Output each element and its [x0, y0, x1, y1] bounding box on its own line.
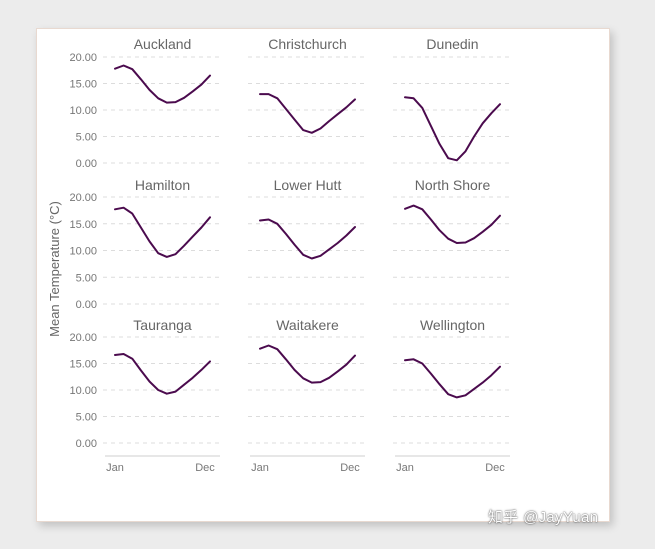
series-line-hamilton — [114, 206, 211, 258]
y-tick-label: 10.00 — [69, 246, 97, 258]
y-tick-label: 15.00 — [69, 219, 97, 231]
series-line-wellington — [404, 358, 501, 399]
panel-title-auckland: Auckland — [134, 36, 192, 52]
series-line-waitakere — [259, 344, 356, 384]
y-tick-label: 5.00 — [76, 132, 97, 144]
small-multiples-chart: Mean Temperature (°C) 20.00 15.00 10.00 5.00… — [47, 36, 510, 474]
y-tick-label: 15.00 — [69, 359, 97, 371]
series-line-christchurch — [259, 93, 356, 134]
chart-card: Mean Temperature (°C) 20.00 15.00 10.00 5.00… — [36, 28, 610, 522]
y-tick-label: 10.00 — [69, 105, 97, 117]
x-tick-label: Dec — [485, 462, 505, 474]
y-tick-label: 0.00 — [76, 158, 97, 170]
x-tick-label: Dec — [195, 462, 215, 474]
panel-title-lower-hutt: Lower Hutt — [274, 177, 342, 193]
panel-title-north-shore: North Shore — [415, 177, 491, 193]
series-line-dunedin — [404, 96, 501, 162]
panel-title-christchurch: Christchurch — [268, 36, 347, 52]
y-tick-label: 20.00 — [69, 332, 97, 344]
panel-title-hamilton: Hamilton — [135, 177, 190, 193]
series-line-lower-hutt — [259, 218, 356, 260]
series-line-auckland — [114, 64, 211, 104]
x-tick-label: Jan — [251, 462, 269, 474]
y-tick-label: 15.00 — [69, 79, 97, 91]
panel-title-waitakere: Waitakere — [276, 317, 339, 333]
panel-title-dunedin: Dunedin — [426, 36, 478, 52]
x-tick-label: Dec — [340, 462, 360, 474]
series-line-tauranga — [114, 353, 211, 395]
y-tick-label: 0.00 — [76, 438, 97, 450]
y-tick-label: 0.00 — [76, 299, 97, 311]
y-tick-label: 10.00 — [69, 385, 97, 397]
panel-title-wellington: Wellington — [420, 317, 485, 333]
watermark: 知乎 @JayYuan — [488, 509, 599, 526]
y-tick-label: 5.00 — [76, 412, 97, 424]
y-axis-label: Mean Temperature (°C) — [47, 201, 62, 337]
y-tick-label: 5.00 — [76, 272, 97, 284]
x-tick-label: Jan — [106, 462, 124, 474]
panel-title-tauranga: Tauranga — [133, 317, 192, 333]
x-tick-label: Jan — [396, 462, 414, 474]
y-tick-label: 20.00 — [69, 52, 97, 64]
y-tick-label: 20.00 — [69, 192, 97, 204]
series-line-north-shore — [404, 204, 501, 244]
